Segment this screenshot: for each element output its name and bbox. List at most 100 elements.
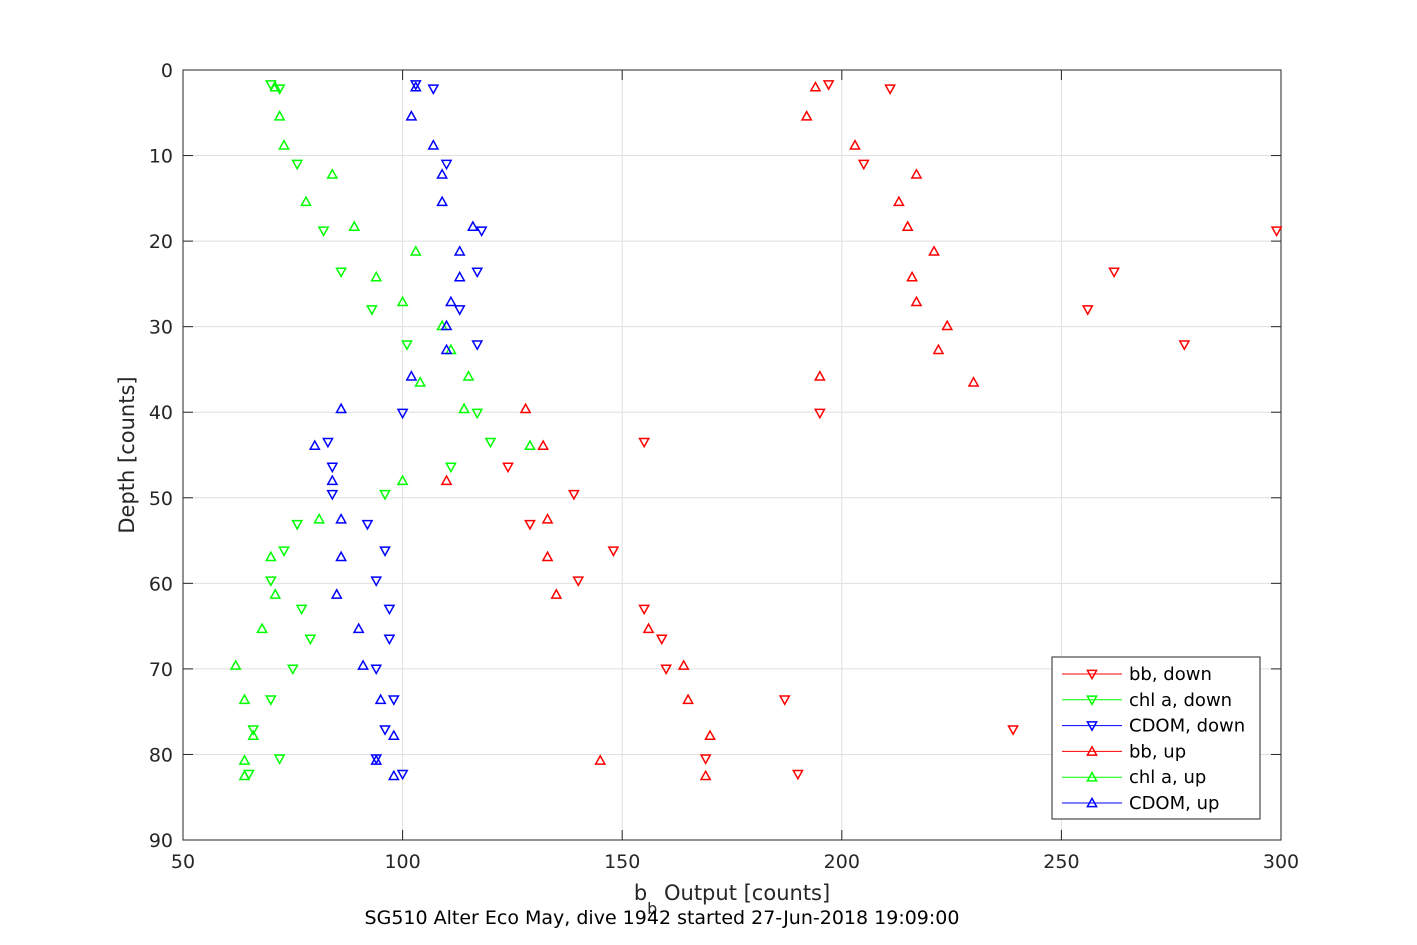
- data-point: [379, 489, 391, 501]
- data-point: [901, 220, 914, 231]
- data-point: [348, 220, 361, 231]
- data-point: [401, 340, 413, 351]
- data-point: [379, 546, 391, 557]
- data-point: [304, 634, 317, 646]
- data-point: [414, 376, 427, 387]
- data-point: [365, 305, 378, 316]
- series-4: [229, 80, 536, 781]
- data-point: [383, 634, 396, 646]
- series-3: [440, 80, 980, 781]
- y-tick-label: 90: [149, 830, 173, 852]
- data-point: [471, 340, 484, 351]
- data-point: [370, 270, 383, 282]
- data-point: [440, 319, 453, 331]
- data-point: [704, 729, 716, 741]
- data-point: [893, 195, 905, 207]
- y-tick-label: 50: [149, 488, 173, 510]
- data-point: [387, 769, 400, 781]
- data-point: [849, 139, 861, 150]
- data-point: [453, 245, 466, 256]
- data-point: [405, 370, 418, 381]
- legend-marker: [1086, 771, 1098, 782]
- data-point: [475, 226, 488, 237]
- data-point: [638, 437, 651, 449]
- data-point: [291, 159, 304, 171]
- data-point: [660, 664, 672, 676]
- data-point: [396, 474, 409, 486]
- data-point: [445, 295, 457, 307]
- data-point: [396, 769, 409, 781]
- data-point: [638, 604, 651, 616]
- legend-entry: chl a, up: [1129, 767, 1206, 788]
- data-point: [884, 84, 896, 95]
- data-point: [326, 474, 339, 486]
- data-point: [1270, 226, 1283, 237]
- data-point: [550, 588, 563, 599]
- data-point: [264, 695, 277, 706]
- legend-marker: [1086, 796, 1098, 808]
- data-point: [269, 588, 282, 599]
- data-point: [396, 295, 409, 307]
- legend-entry: CDOM, up: [1129, 793, 1219, 814]
- data-point: [291, 519, 304, 531]
- data-point: [247, 729, 260, 741]
- data-point: [374, 693, 387, 705]
- data-marks: [229, 80, 1283, 781]
- data-point: [440, 159, 453, 171]
- data-point: [352, 622, 365, 634]
- data-point: [436, 168, 449, 179]
- x-tick-label: 200: [824, 851, 860, 873]
- data-point: [409, 80, 422, 92]
- data-point: [699, 754, 712, 765]
- data-point: [502, 462, 514, 474]
- data-point: [313, 513, 326, 524]
- data-point: [813, 408, 826, 420]
- legend-marker: [1086, 721, 1098, 732]
- data-point: [642, 622, 655, 634]
- data-point: [238, 769, 251, 781]
- data-point: [800, 110, 813, 121]
- data-point: [317, 226, 330, 237]
- x-tick-label: 50: [171, 851, 195, 873]
- data-point: [572, 576, 585, 587]
- data-point: [541, 513, 554, 524]
- data-point: [427, 139, 440, 150]
- data-point: [370, 664, 383, 676]
- data-point: [822, 80, 835, 91]
- y-axis-label: Depth [counts]: [115, 376, 139, 533]
- data-point: [300, 195, 312, 207]
- data-point: [568, 489, 580, 501]
- data-point: [247, 725, 260, 736]
- data-point: [537, 439, 550, 451]
- data-point: [655, 634, 668, 646]
- data-point: [273, 110, 286, 121]
- legend: bb, down chl a, down CDOM, down bb, up chl a…: [1051, 656, 1261, 820]
- data-point: [1007, 725, 1019, 736]
- legend-entry: bb, up: [1129, 741, 1186, 762]
- y-tick-label: 20: [149, 231, 173, 253]
- x-tick-label: 100: [384, 851, 420, 873]
- data-point: [229, 659, 242, 670]
- data-point: [1108, 267, 1120, 279]
- data-point: [335, 267, 347, 279]
- data-point: [440, 474, 453, 486]
- data-point: [594, 754, 607, 765]
- legend-entry: bb, down: [1129, 664, 1212, 685]
- data-point: [370, 576, 383, 587]
- series-5: [308, 80, 479, 781]
- series-1: [243, 80, 497, 781]
- data-point: [524, 439, 536, 451]
- data-point: [677, 659, 690, 670]
- data-point: [326, 489, 339, 501]
- data-point: [264, 576, 277, 587]
- x-axis-label-base: b: [634, 881, 647, 905]
- data-point: [238, 693, 251, 705]
- data-point: [335, 550, 347, 562]
- x-axis-label: bb Output [counts]: [634, 881, 830, 918]
- legend-marker: [1086, 745, 1098, 756]
- data-point: [440, 343, 453, 355]
- data-point: [466, 220, 479, 231]
- chart-caption: SG510 Alter Eco May, dive 1942 started 2…: [365, 907, 960, 929]
- y-tick-label: 70: [149, 659, 173, 681]
- axis-ticks: 50 100 150 200 250 300 0 10 20 30 40 50 60 70 80 90: [149, 60, 1299, 873]
